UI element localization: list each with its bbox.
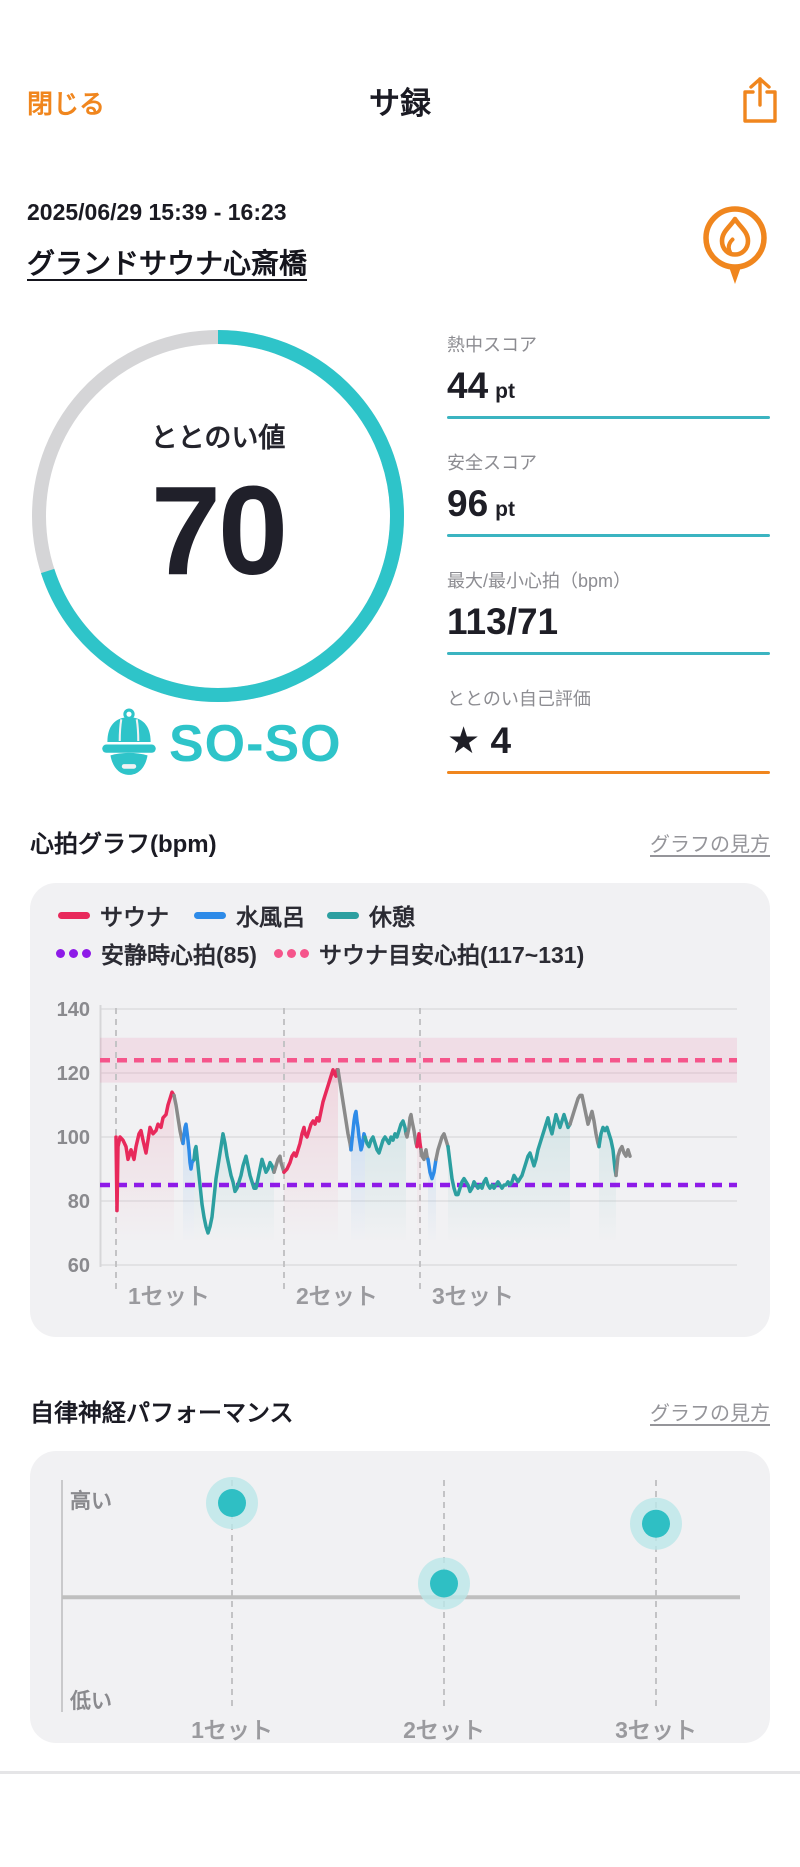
svg-text:100: 100 xyxy=(57,1127,90,1149)
chart-help-link[interactable]: グラフの見方 xyxy=(650,834,770,856)
close-button[interactable]: 閉じる xyxy=(27,89,106,119)
stat-label: 熱中スコア xyxy=(447,335,537,355)
autonomic-card: 高い低い 1セット 2セット 3セット xyxy=(30,1451,770,1743)
totonoi-gauge-ring xyxy=(32,330,404,702)
stat-label: 安全スコア xyxy=(447,453,537,473)
legend-sauna: サウナ xyxy=(58,899,169,931)
svg-text:低い: 低い xyxy=(69,1689,112,1713)
heart-rate-card: サウナ 水風呂 休憩 安静時心拍(85) サウナ目安心拍(117~131) 60… xyxy=(30,883,770,1337)
stat-underline xyxy=(447,771,770,774)
stat-value: 113/71 xyxy=(447,601,559,642)
svg-text:80: 80 xyxy=(68,1191,90,1213)
section-title-autonomic: 自律神経パフォーマンス xyxy=(30,1400,294,1427)
rating-text: SO-SO xyxy=(169,715,342,773)
stat-self-rating: ととのい自己評価 ★ 4 xyxy=(447,685,770,774)
stat-value: ★ 4 xyxy=(447,720,512,761)
gauge-label: ととのい値 xyxy=(150,423,286,453)
svg-text:60: 60 xyxy=(68,1255,90,1277)
svg-text:3セット: 3セット xyxy=(432,1283,514,1309)
gauge-value: 70 xyxy=(150,460,288,601)
legend-swatch-sauna xyxy=(58,911,90,919)
venue-link[interactable]: グランドサウナ心斎橋 xyxy=(27,248,308,279)
chart-help-link[interactable]: グラフの見方 xyxy=(650,1403,770,1425)
svg-text:140: 140 xyxy=(57,999,90,1021)
section-title-heart-rate: 心拍グラフ(bpm) xyxy=(30,831,217,858)
legend-dots-pink xyxy=(274,948,309,958)
stat-max-min-hr: 最大/最小心拍（bpm） 113/71 xyxy=(447,567,770,655)
flame-badge xyxy=(699,202,771,292)
session-datetime: 2025/06/29 15:39 - 16:23 xyxy=(27,199,287,225)
section-divider xyxy=(0,1771,800,1774)
legend-resting-hr: 安静時心拍(85) xyxy=(56,937,257,969)
stat-label: ととのい自己評価 xyxy=(447,689,591,709)
stat-label: 最大/最小心拍（bpm） xyxy=(447,571,632,591)
legend-swatch-rest xyxy=(327,911,359,919)
legend-dots-purple xyxy=(56,948,91,958)
legend-rest: 休憩 xyxy=(327,899,415,931)
share-icon xyxy=(743,77,777,123)
legend-swatch-water xyxy=(194,911,226,919)
svg-text:1セット: 1セット xyxy=(128,1283,210,1309)
sauna-hat-icon xyxy=(99,708,159,778)
legend-water: 水風呂 xyxy=(194,899,305,931)
share-button[interactable] xyxy=(740,76,780,124)
page-title: サ録 xyxy=(369,86,431,121)
stat-underline xyxy=(447,534,770,537)
svg-text:2セット: 2セット xyxy=(403,1717,485,1743)
svg-text:3セット: 3セット xyxy=(615,1717,697,1743)
stat-underline xyxy=(447,652,770,655)
stat-safety-score: 安全スコア 96 pt xyxy=(447,449,770,537)
heart-rate-chart: 60 80 100 120 140 1セット 2セット 3セット xyxy=(57,999,737,1309)
svg-text:高い: 高い xyxy=(70,1489,112,1513)
svg-text:120: 120 xyxy=(57,1063,90,1085)
stat-value: 96 pt xyxy=(447,483,515,524)
stat-underline xyxy=(447,416,770,419)
flame-pin-icon xyxy=(703,206,767,284)
stat-heat-score: 熱中スコア 44 pt xyxy=(447,331,770,419)
stat-value: 44 pt xyxy=(447,365,515,406)
svg-text:2セット: 2セット xyxy=(296,1283,378,1309)
legend-target-hr: サウナ目安心拍(117~131) xyxy=(274,937,584,969)
svg-text:1セット: 1セット xyxy=(191,1717,273,1743)
